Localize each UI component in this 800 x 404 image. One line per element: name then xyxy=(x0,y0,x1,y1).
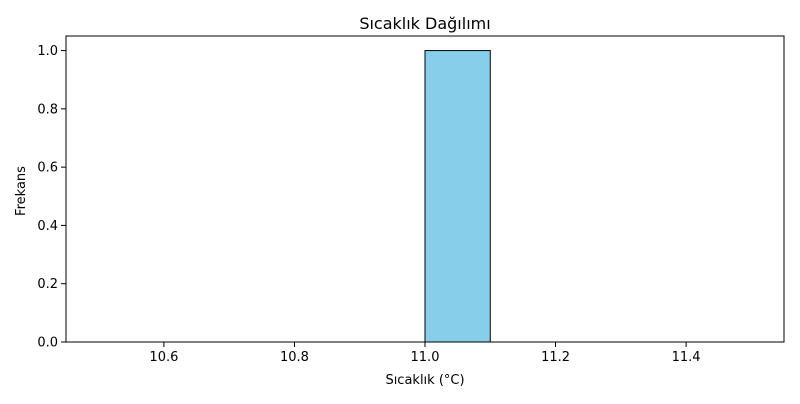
y-tick-label: 0.4 xyxy=(37,219,58,234)
x-axis-label: Sıcaklık (°C) xyxy=(385,373,464,388)
y-axis-label: Frekans xyxy=(14,166,29,216)
y-tick-label: 1.0 xyxy=(37,44,58,59)
x-tick-label: 10.8 xyxy=(280,350,309,365)
y-tick-label: 0.0 xyxy=(37,336,58,351)
x-tick-label: 11.2 xyxy=(541,350,570,365)
chart-title: Sıcaklık Dağılımı xyxy=(359,14,490,33)
y-tick-label: 0.6 xyxy=(37,161,58,176)
x-tick-label: 11.0 xyxy=(411,350,440,365)
x-tick-label: 11.4 xyxy=(672,350,701,365)
x-tick-label: 10.6 xyxy=(149,350,178,365)
histogram-bar xyxy=(425,51,490,342)
y-tick-label: 0.8 xyxy=(37,102,58,117)
y-tick-label: 0.2 xyxy=(37,277,58,292)
